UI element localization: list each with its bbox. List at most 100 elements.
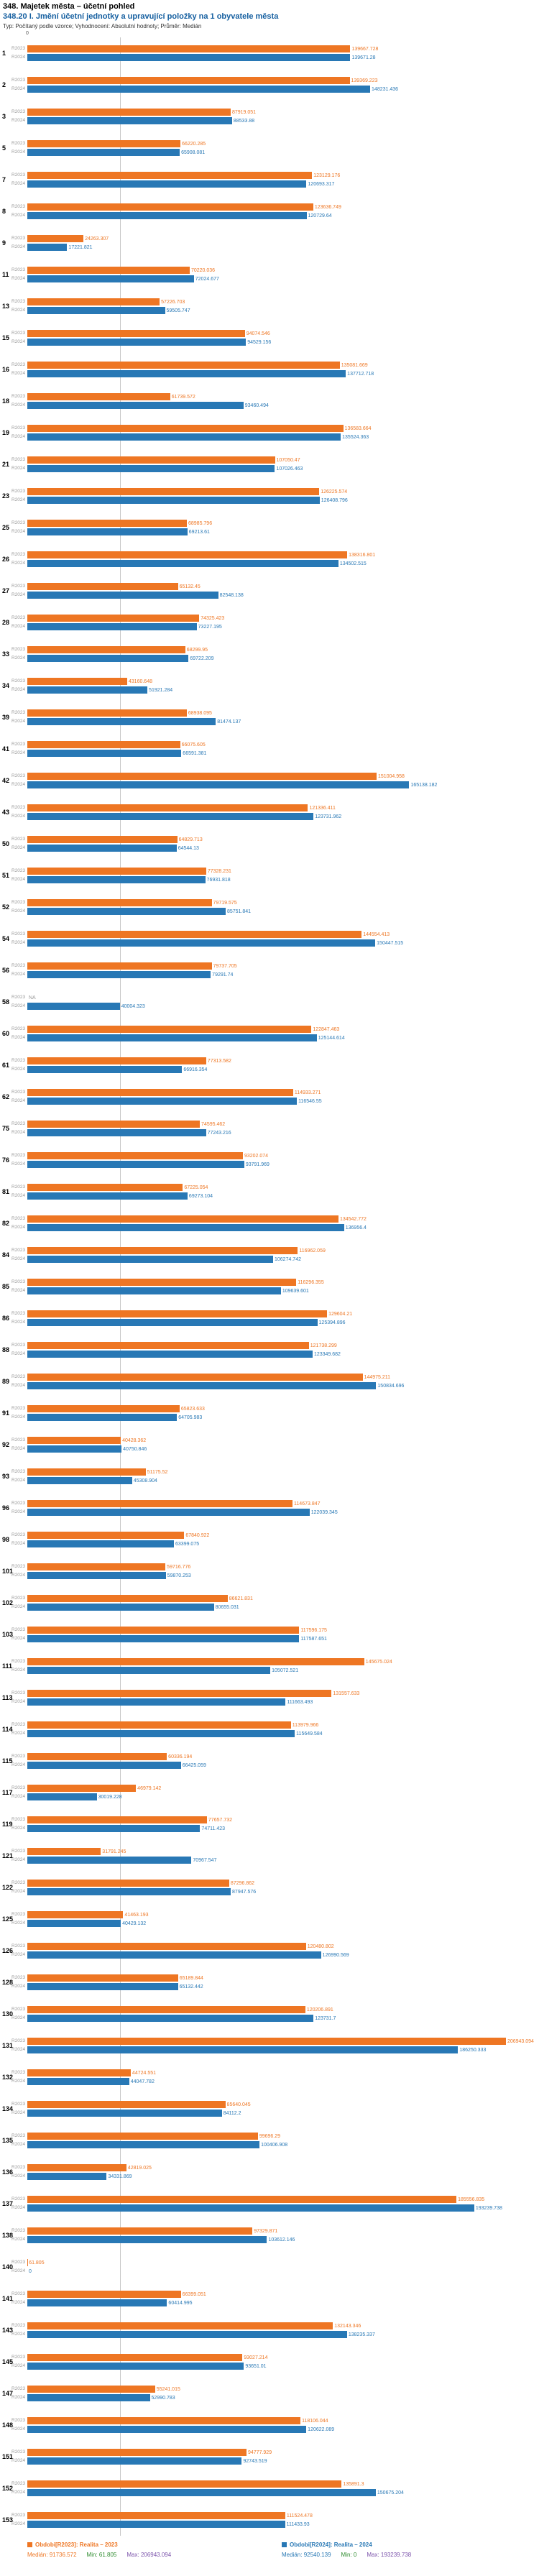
bar-pair: R2023 99696.29 R2024 100406.908: [11, 2133, 536, 2148]
bar-group: 5 R2023 66220.285 R2024 65908.081: [0, 132, 539, 164]
bar-line-r2024: R2024 34331.869: [11, 2173, 536, 2180]
bar-group: 56 R2023 79737.705 R2024 79291.74: [0, 954, 539, 986]
value-label: 139667.728: [351, 46, 379, 52]
row-number: 62: [2, 1093, 10, 1100]
bar-line-r2023: R2023 134542.772: [11, 1215, 536, 1223]
bar-pair: R2023 61739.572 R2024 93460.494: [11, 393, 536, 409]
bar-pair: R2023 65189.844 R2024 65132.442: [11, 1974, 536, 1990]
bar: [27, 1604, 214, 1611]
bar: [27, 2078, 129, 2085]
bar-line-r2024: R2024 106274.742: [11, 1256, 536, 1263]
bar-line-r2024: R2024 66916.354: [11, 1066, 536, 1073]
value-label: 77313.582: [207, 1058, 231, 1064]
series-label: R2023: [11, 1596, 26, 1601]
series-label: R2023: [11, 1343, 26, 1348]
bar-track: 84112.2: [27, 2110, 536, 2117]
value-label: 66075.605: [181, 742, 206, 748]
bar: [27, 370, 346, 377]
bar: [27, 1753, 167, 1760]
series-label: R2024: [11, 1383, 26, 1388]
bar-track: 70220.036: [27, 267, 536, 274]
series-label: R2023: [11, 204, 26, 209]
value-label: 79719.575: [213, 900, 237, 906]
bar-track: 103612.146: [27, 2236, 536, 2243]
series-label: R2023: [11, 2070, 26, 2075]
row-number: 61: [2, 1062, 10, 1069]
value-label: 68985.796: [188, 520, 213, 526]
bar-line-r2023: R2023 131557.633: [11, 1690, 536, 1697]
series-label: R2023: [11, 1374, 26, 1379]
value-label: 40428.362: [122, 1438, 147, 1443]
bar-track: 107050.47: [27, 456, 536, 464]
bar-track: 118106.044: [27, 2417, 536, 2424]
row-number: 128: [2, 1979, 14, 1986]
series-label: R2023: [11, 2418, 26, 2423]
bar-line-r2024: R2024 135524.363: [11, 433, 536, 441]
bar-track: 51921.284: [27, 686, 536, 694]
bar-line-r2024: R2024 137712.718: [11, 370, 536, 377]
value-label: 145675.024: [365, 1659, 392, 1665]
bar-track: 45308.904: [27, 1477, 536, 1484]
bar-track: 139369.223: [27, 77, 536, 84]
bar: [27, 1888, 231, 1895]
bar-group: 11 R2023 70220.036 R2024 72024.677: [0, 259, 539, 290]
series-label: R2024: [11, 371, 26, 376]
bar-group: 1 R2023 139667.728 R2024 139671.28: [0, 37, 539, 69]
bar-line-r2023: R2023 122847.463: [11, 1026, 536, 1033]
bar-track: 74595.462: [27, 1121, 536, 1128]
bar-track: 134542.772: [27, 1215, 536, 1223]
series-label: R2024: [11, 1414, 26, 1420]
bar-track: 61.805: [27, 2259, 536, 2266]
bar: [27, 678, 127, 685]
value-label: 93651.01: [245, 2363, 267, 2369]
bar: [27, 117, 232, 124]
series-label: R2023: [11, 2386, 26, 2391]
bar-track: 126990.569: [27, 1951, 536, 1959]
series-label: R2023: [11, 2481, 26, 2486]
bar-pair: R2023 61.805 R2024 0: [11, 2259, 536, 2275]
bar-pair: R2023 86621.831 R2024 80655.031: [11, 1595, 536, 1611]
bar-group: 140 R2023 61.805 R2024 0: [0, 2251, 539, 2283]
value-label: 206943.094: [507, 2038, 534, 2044]
bar-track: 135081.669: [27, 362, 536, 369]
bar-pair: R2023 67225.054 R2024 69273.104: [11, 1184, 536, 1200]
bar-track: 79291.74: [27, 971, 536, 978]
bar-line-r2023: R2023 67225.054: [11, 1184, 536, 1191]
bar-line-r2024: R2024 150834.696: [11, 1382, 536, 1389]
bar: [27, 583, 178, 590]
row-number: 75: [2, 1125, 10, 1132]
bar-pair: R2023 116296.355 R2024 109639.601: [11, 1279, 536, 1294]
bar-track: 65189.844: [27, 1974, 536, 1982]
row-number: 85: [2, 1283, 10, 1290]
bar-line-r2024: R2024 165138.182: [11, 781, 536, 788]
row-number: 113: [2, 1694, 13, 1701]
bar: [27, 2038, 506, 2045]
row-number: 143: [2, 2327, 14, 2334]
bar-line-r2023: R2023 185556.835: [11, 2196, 536, 2203]
bar: [27, 1974, 178, 1982]
bar-line-r2024: R2024 150447.515: [11, 939, 536, 947]
bar: [27, 1247, 298, 1254]
bar: [27, 402, 244, 409]
value-label: 67225.054: [184, 1184, 208, 1190]
row-number: 43: [2, 809, 10, 816]
bar-line-r2023: R2023 99696.29: [11, 2133, 536, 2140]
bar-group: 114 R2023 113979.966 R2024 115649.584: [0, 1714, 539, 1745]
bar: [27, 1351, 313, 1358]
bar-line-r2024: R2024 81474.137: [11, 718, 536, 725]
bar-group: 28 R2023 74325.423 R2024 73227.195: [0, 607, 539, 638]
value-label: 44724.551: [132, 2070, 157, 2076]
bar-track: 135891.3: [27, 2480, 536, 2488]
bar-line-r2023: R2023 111524.478: [11, 2512, 536, 2519]
bar-line-r2023: R2023 65132.45: [11, 583, 536, 590]
bar-track: 121738.299: [27, 1342, 536, 1349]
bar-line-r2023: R2023 135891.3: [11, 2480, 536, 2488]
row-number: 151: [2, 2453, 14, 2460]
series-label: R2023: [11, 805, 26, 810]
value-label: 61.805: [29, 2260, 45, 2266]
series-label: R2024: [11, 1794, 26, 1799]
chart-area: 1 R2023 139667.728 R2024 139671.28 2 R2023 1393…: [0, 37, 539, 2536]
series-label: R2024: [11, 2237, 26, 2242]
series-label: R2024: [11, 1035, 26, 1040]
bar: [27, 1951, 321, 1959]
